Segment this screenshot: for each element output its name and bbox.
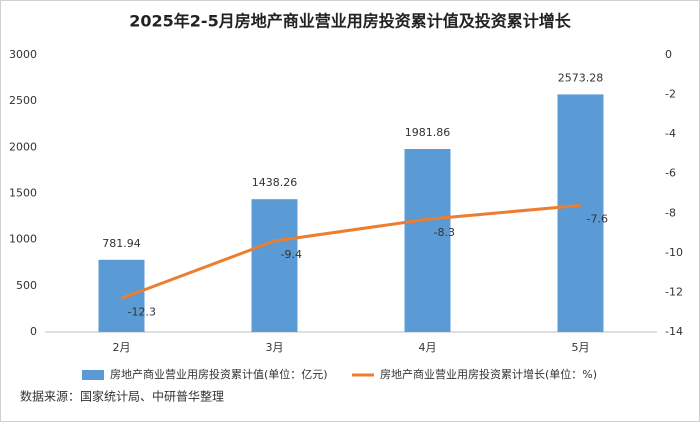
y2-tick-label: -8	[665, 206, 676, 219]
line-value-label: -9.4	[281, 248, 302, 261]
bar	[557, 94, 604, 332]
bar	[98, 259, 145, 332]
y2-tick-label: 0	[665, 48, 672, 61]
bar-value-label: 2573.28	[558, 71, 604, 84]
legend-label: 房地产商业营业用房投资累计增长(单位：%)	[380, 367, 597, 381]
bar-value-label: 1981.86	[405, 126, 451, 139]
chart-title: 2025年2-5月房地产商业营业用房投资累计值及投资累计增长	[129, 12, 571, 31]
x-tick-label: 5月	[572, 341, 590, 354]
y-tick-label: 2500	[9, 94, 37, 107]
line-value-label: -7.6	[587, 212, 608, 225]
bar	[251, 199, 298, 332]
line	[120, 203, 581, 300]
y-tick-label: 500	[16, 279, 37, 292]
y2-tick-label: -2	[665, 88, 676, 101]
legend-swatch	[82, 370, 104, 380]
y2-tick-label: -12	[665, 285, 683, 298]
legend-label: 房地产商业营业用房投资累计值(单位：亿元)	[110, 367, 328, 381]
y2-tick-label: -6	[665, 167, 676, 180]
y2-tick-label: -4	[665, 127, 676, 140]
bar	[404, 149, 451, 332]
x-tick-label: 2月	[113, 341, 131, 354]
line-value-label: -8.3	[434, 226, 455, 239]
y-tick-label: 1000	[9, 233, 37, 246]
y-tick-label: 0	[30, 325, 37, 338]
y-tick-label: 1500	[9, 187, 37, 200]
source-note: 数据来源：国家统计局、中研普华整理	[20, 389, 224, 404]
line-value-label: -12.3	[128, 305, 156, 318]
y-tick-label: 3000	[9, 48, 37, 61]
bar-value-label: 1438.26	[252, 176, 298, 189]
bar-value-label: 781.94	[102, 237, 141, 250]
y2-tick-label: -14	[665, 325, 683, 338]
x-tick-label: 3月	[266, 341, 284, 354]
y-tick-label: 2000	[9, 140, 37, 153]
y2-tick-label: -10	[665, 246, 683, 259]
x-tick-label: 4月	[419, 341, 437, 354]
